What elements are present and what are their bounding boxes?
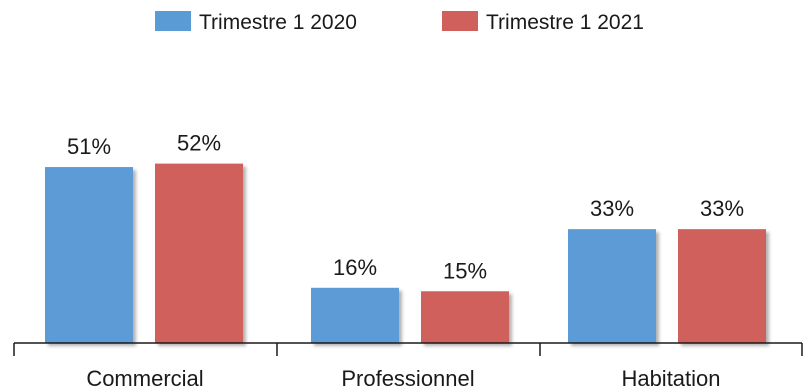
bar-professionnel-2021: [421, 291, 509, 343]
legend: Trimestre 1 2020 Trimestre 1 2021: [155, 11, 644, 34]
x-tick-label-commercial: Commercial: [86, 366, 203, 391]
value-labels-group: 51% 52% 16% 15% 33% 33%: [67, 131, 744, 284]
data-label-professionnel-2021: 15%: [443, 258, 487, 283]
data-label-habitation-2020: 33%: [590, 196, 634, 221]
data-label-professionnel-2020: 16%: [333, 255, 377, 280]
legend-swatch-2020: [155, 11, 191, 31]
bar-habitation-2020: [568, 229, 656, 343]
data-label-commercial-2021: 52%: [177, 131, 221, 156]
x-tick-label-habitation: Habitation: [621, 366, 720, 391]
legend-label-2021: Trimestre 1 2021: [486, 11, 644, 34]
x-axis: Commercial Professionnel Habitation: [13, 342, 803, 391]
bars-group: [45, 163, 766, 343]
bar-professionnel-2020: [311, 287, 399, 343]
x-tick-label-professionnel: Professionnel: [341, 366, 474, 391]
bar-commercial-2021: [155, 163, 243, 343]
data-label-habitation-2021: 33%: [700, 196, 744, 221]
bar-commercial-2020: [45, 167, 133, 343]
data-label-commercial-2020: 51%: [67, 134, 111, 159]
legend-swatch-2021: [442, 11, 478, 31]
bar-habitation-2021: [678, 229, 766, 343]
legend-label-2020: Trimestre 1 2020: [199, 11, 357, 34]
